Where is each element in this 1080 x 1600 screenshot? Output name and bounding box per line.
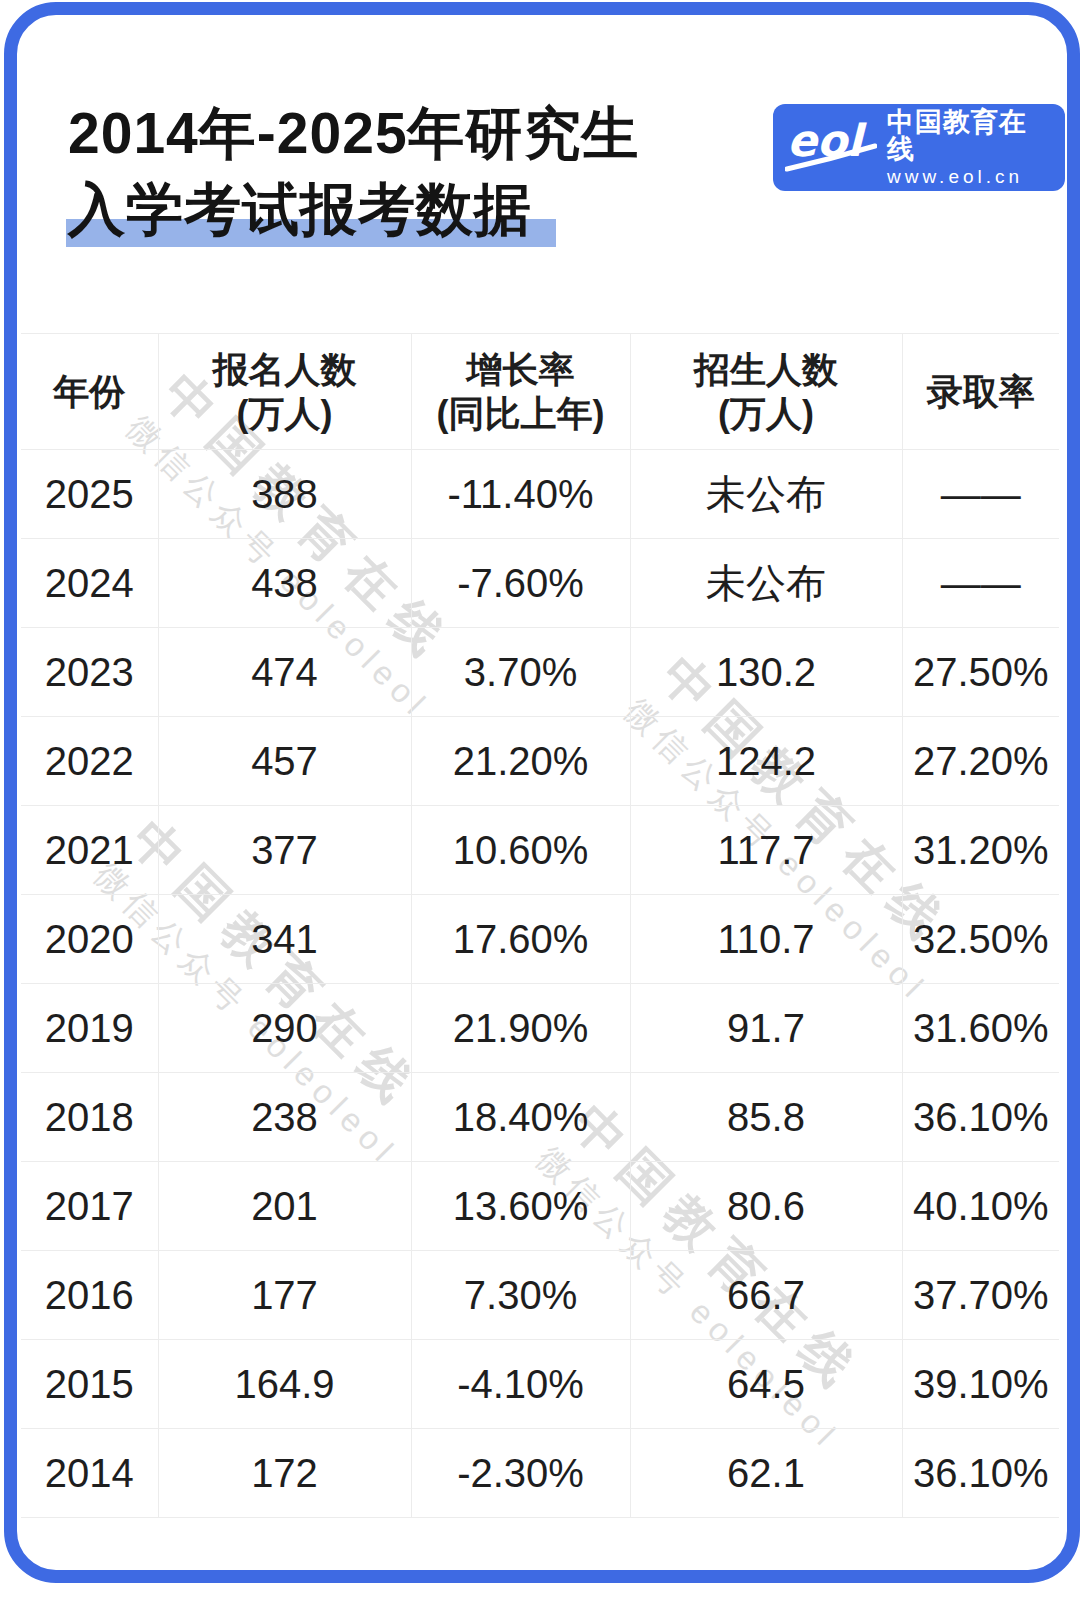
exam-data-table: 年份 报名人数 (万人) 增长率 (同比上年) 招生人数 (万人) 录取率 <box>21 333 1059 1518</box>
col-header-year: 年份 <box>21 334 158 450</box>
cell-year: 2018 <box>21 1073 158 1162</box>
cell-applicants: 201 <box>158 1162 411 1251</box>
table-row: 2014 172 -2.30% 62.1 36.10% <box>21 1429 1059 1518</box>
col-header-applicants: 报名人数 (万人) <box>158 334 411 450</box>
cell-rate: 36.10% <box>902 1073 1059 1162</box>
table-row: 2016 177 7.30% 66.7 37.70% <box>21 1251 1059 1340</box>
cell-rate: 27.50% <box>902 628 1059 717</box>
cell-applicants: 172 <box>158 1429 411 1518</box>
cell-year: 2014 <box>21 1429 158 1518</box>
cell-enrollment: 未公布 <box>630 450 902 539</box>
cell-applicants: 341 <box>158 895 411 984</box>
cell-growth: 17.60% <box>411 895 630 984</box>
cell-year: 2021 <box>21 806 158 895</box>
table-row: 2023 474 3.70% 130.2 27.50% <box>21 628 1059 717</box>
cell-applicants: 177 <box>158 1251 411 1340</box>
cell-growth: 10.60% <box>411 806 630 895</box>
cell-enrollment: 80.6 <box>630 1162 902 1251</box>
page-title-line1: 2014年-2025年研究生 <box>68 95 640 171</box>
cell-growth: 21.90% <box>411 984 630 1073</box>
cell-applicants: 238 <box>158 1073 411 1162</box>
cell-year: 2020 <box>21 895 158 984</box>
cell-growth: -11.40% <box>411 450 630 539</box>
table-row: 2020 341 17.60% 110.7 32.50% <box>21 895 1059 984</box>
logo-site-url: www.eol.cn <box>887 167 1053 186</box>
cell-applicants: 388 <box>158 450 411 539</box>
cell-year: 2019 <box>21 984 158 1073</box>
cell-year: 2015 <box>21 1340 158 1429</box>
cell-enrollment: 64.5 <box>630 1340 902 1429</box>
cell-year: 2016 <box>21 1251 158 1340</box>
cell-rate: —— <box>902 539 1059 628</box>
cell-growth: 7.30% <box>411 1251 630 1340</box>
cell-applicants: 438 <box>158 539 411 628</box>
cell-rate: 40.10% <box>902 1162 1059 1251</box>
cell-year: 2022 <box>21 717 158 806</box>
page-title-line2: 入学考试报考数据 <box>68 171 640 247</box>
eol-logo-mark-icon: eol <box>785 116 877 180</box>
cell-rate: 37.70% <box>902 1251 1059 1340</box>
table-row: 2022 457 21.20% 124.2 27.20% <box>21 717 1059 806</box>
logo-text-block: 中国教育在线 www.eol.cn <box>887 109 1053 186</box>
table-row: 2017 201 13.60% 80.6 40.10% <box>21 1162 1059 1251</box>
cell-rate: 39.10% <box>902 1340 1059 1429</box>
cell-applicants: 474 <box>158 628 411 717</box>
cell-applicants: 457 <box>158 717 411 806</box>
table-row: 2018 238 18.40% 85.8 36.10% <box>21 1073 1059 1162</box>
cell-enrollment: 62.1 <box>630 1429 902 1518</box>
cell-growth: 3.70% <box>411 628 630 717</box>
cell-enrollment: 91.7 <box>630 984 902 1073</box>
logo-site-name: 中国教育在线 <box>887 109 1053 163</box>
cell-applicants: 377 <box>158 806 411 895</box>
table-row: 2019 290 21.90% 91.7 31.60% <box>21 984 1059 1073</box>
table-row: 2015 164.9 -4.10% 64.5 39.10% <box>21 1340 1059 1429</box>
cell-growth: -2.30% <box>411 1429 630 1518</box>
cell-applicants: 290 <box>158 984 411 1073</box>
cell-growth: -7.60% <box>411 539 630 628</box>
cell-rate: 36.10% <box>902 1429 1059 1518</box>
cell-year: 2025 <box>21 450 158 539</box>
page-title: 2014年-2025年研究生 入学考试报考数据 <box>68 95 640 247</box>
cell-year: 2017 <box>21 1162 158 1251</box>
col-header-rate: 录取率 <box>902 334 1059 450</box>
infographic-page: 中国教育在线 微信公众号 eoleoleol 中国教育在线 微信公众号 eole… <box>0 0 1080 1600</box>
table-row: 2025 388 -11.40% 未公布 —— <box>21 450 1059 539</box>
cell-enrollment: 85.8 <box>630 1073 902 1162</box>
table-header-row: 年份 报名人数 (万人) 增长率 (同比上年) 招生人数 (万人) 录取率 <box>21 334 1059 450</box>
cell-enrollment: 130.2 <box>630 628 902 717</box>
cell-rate: 31.60% <box>902 984 1059 1073</box>
cell-rate: 32.50% <box>902 895 1059 984</box>
cell-year: 2023 <box>21 628 158 717</box>
cell-rate: 31.20% <box>902 806 1059 895</box>
cell-rate: —— <box>902 450 1059 539</box>
col-header-enrollment: 招生人数 (万人) <box>630 334 902 450</box>
cell-growth: 13.60% <box>411 1162 630 1251</box>
cell-enrollment: 未公布 <box>630 539 902 628</box>
cell-enrollment: 124.2 <box>630 717 902 806</box>
table-row: 2024 438 -7.60% 未公布 —— <box>21 539 1059 628</box>
cell-enrollment: 66.7 <box>630 1251 902 1340</box>
cell-enrollment: 110.7 <box>630 895 902 984</box>
cell-growth: 21.20% <box>411 717 630 806</box>
col-header-growth: 增长率 (同比上年) <box>411 334 630 450</box>
cell-growth: 18.40% <box>411 1073 630 1162</box>
table-row: 2021 377 10.60% 117.7 31.20% <box>21 806 1059 895</box>
cell-growth: -4.10% <box>411 1340 630 1429</box>
cell-rate: 27.20% <box>902 717 1059 806</box>
eol-logo-badge: eol 中国教育在线 www.eol.cn <box>773 104 1065 191</box>
cell-applicants: 164.9 <box>158 1340 411 1429</box>
cell-enrollment: 117.7 <box>630 806 902 895</box>
cell-year: 2024 <box>21 539 158 628</box>
